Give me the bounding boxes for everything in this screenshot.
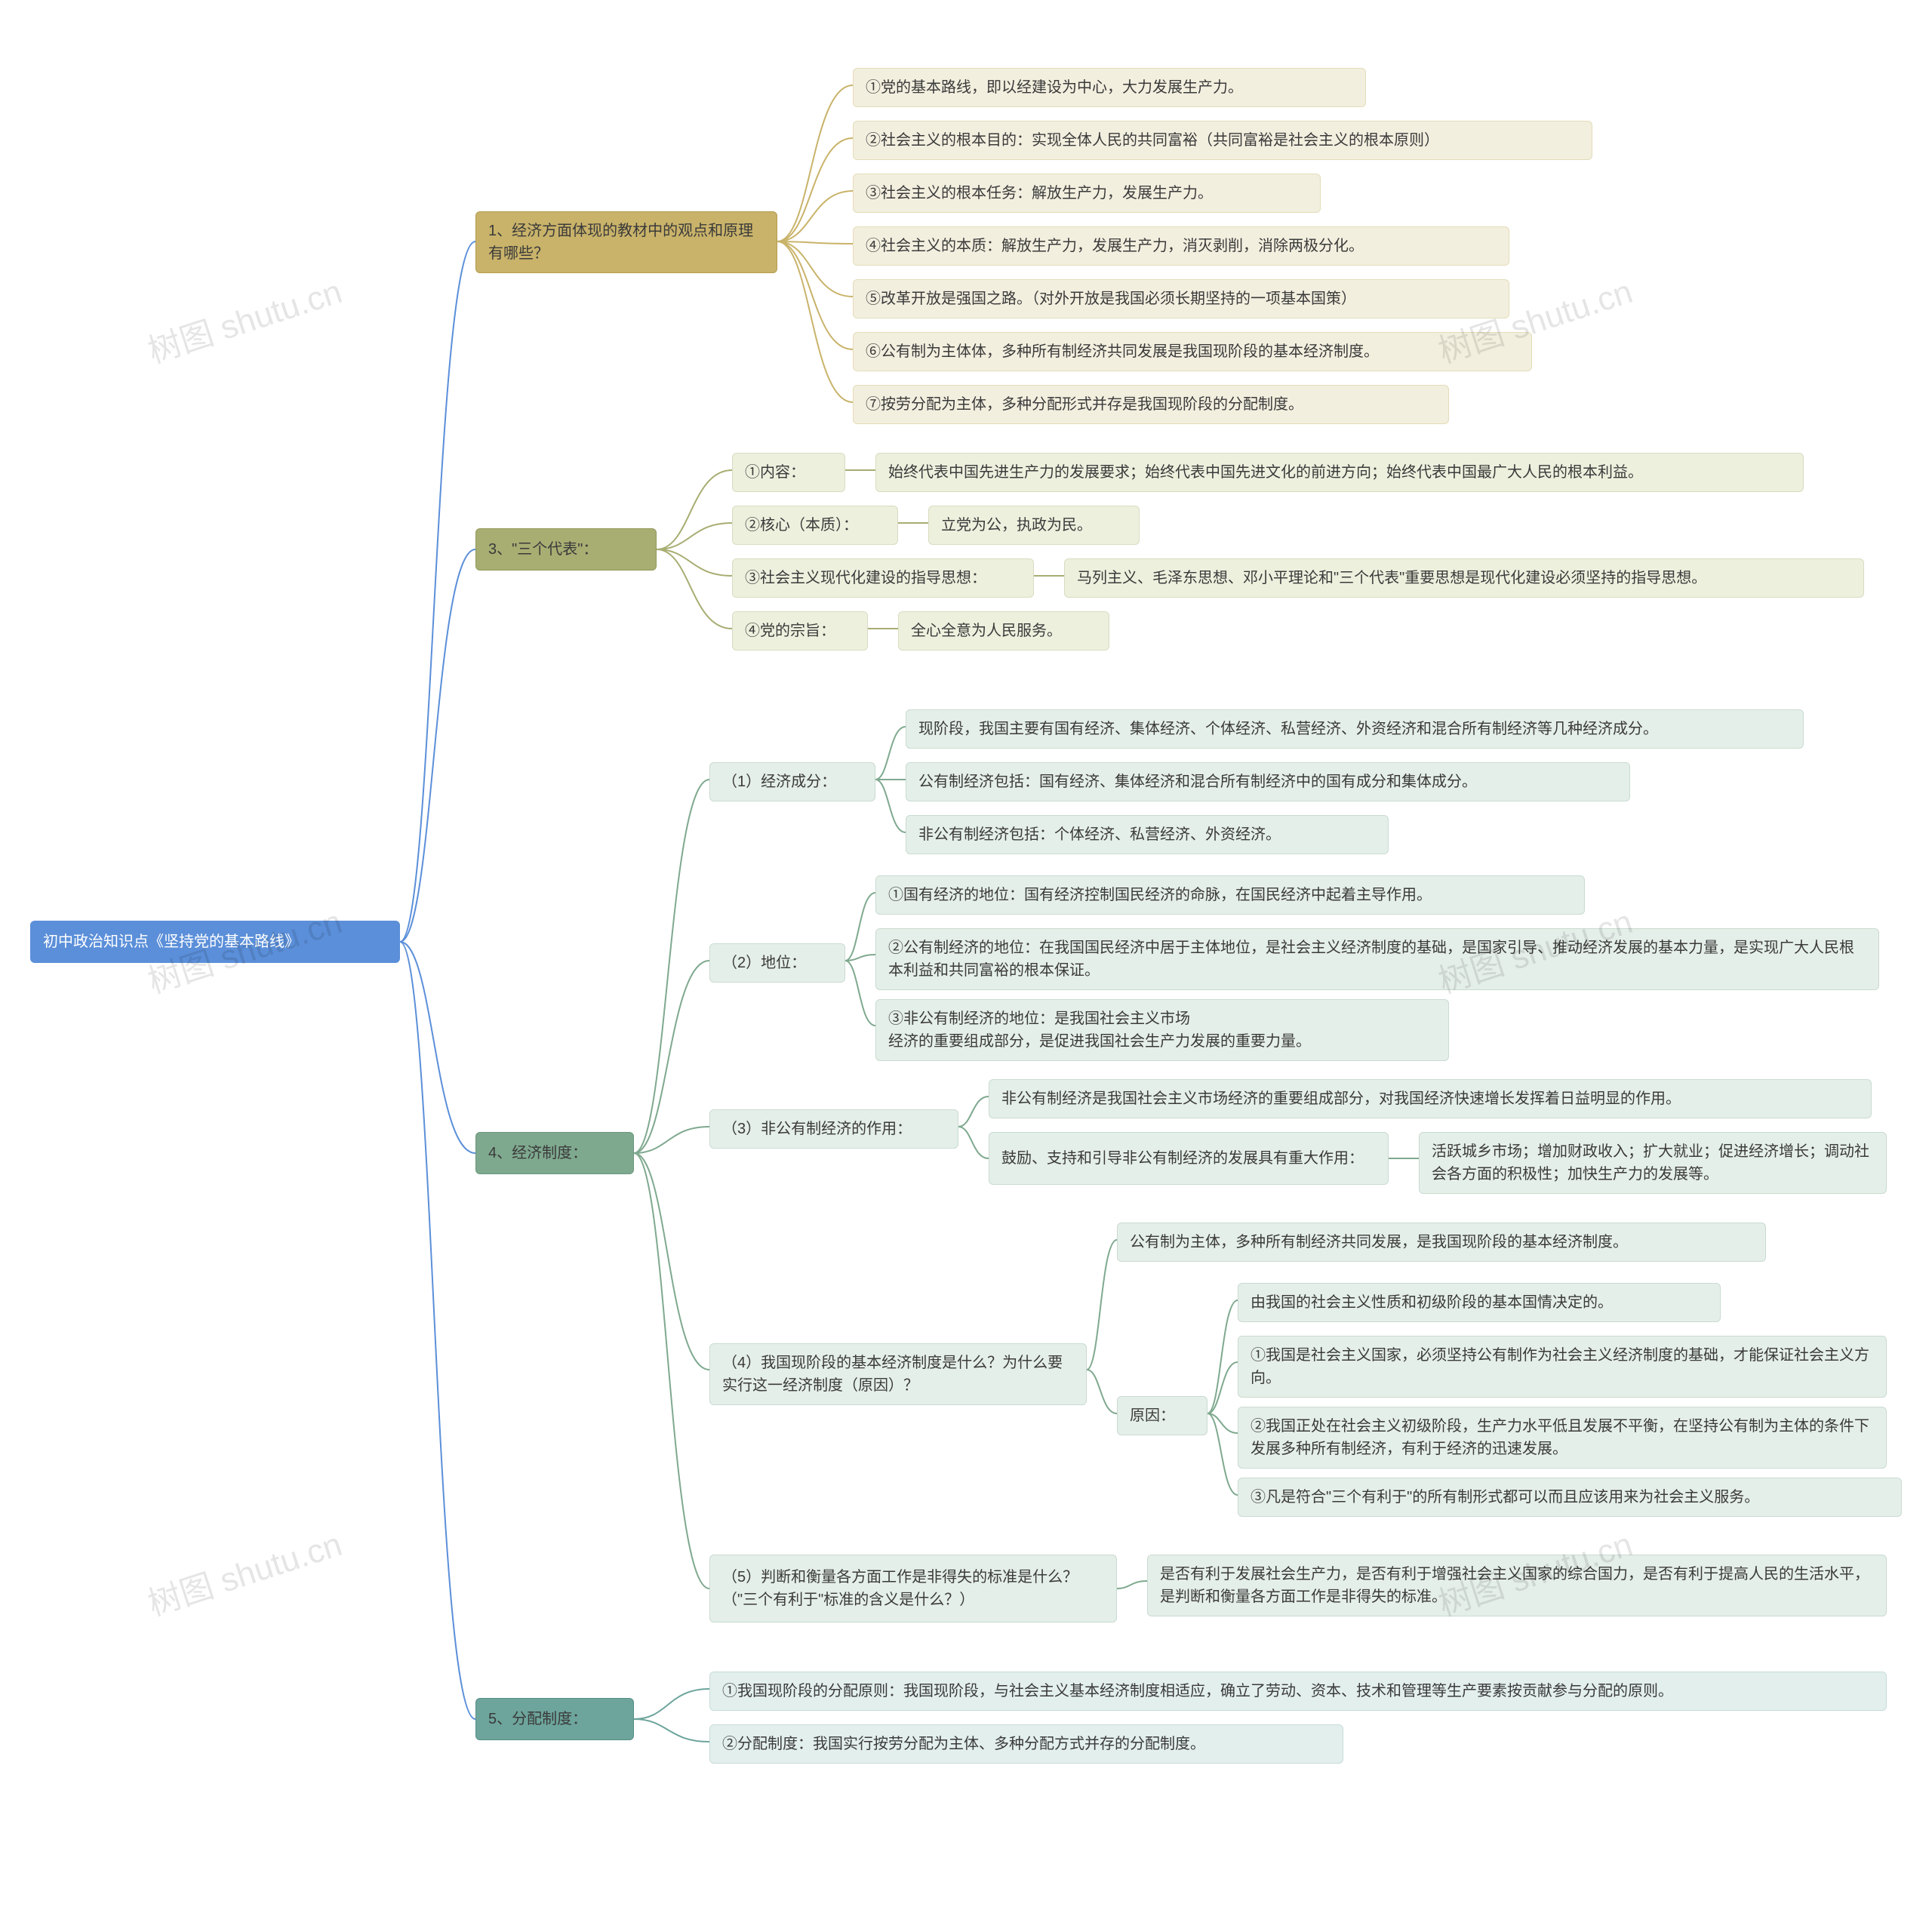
mindmap-node: 5、分配制度：: [475, 1698, 634, 1740]
mindmap-node: ②我国正处在社会主义初级阶段，生产力水平低且发展不平衡，在坚持公有制为主体的条件…: [1238, 1407, 1887, 1469]
mindmap-node: 初中政治知识点《坚持党的基本路线》: [30, 921, 400, 963]
mindmap-node: 非公有制经济是我国社会主义市场经济的重要组成部分，对我国经济快速增长发挥着日益明…: [989, 1079, 1872, 1118]
watermark: 树图 shutu.cn: [141, 264, 347, 372]
mindmap-node: 公有制经济包括：国有经济、集体经济和混合所有制经济中的国有成分和集体成分。: [906, 762, 1630, 801]
mindmap-node: （1）经济成分：: [709, 762, 875, 801]
mindmap-node: 全心全意为人民服务。: [898, 611, 1109, 651]
mindmap-node: （2）地位：: [709, 943, 845, 983]
mindmap-node: 是否有利于发展社会生产力，是否有利于增强社会主义国家的综合国力，是否有利于提高人…: [1147, 1555, 1887, 1616]
mindmap-node: ②社会主义的根本目的：实现全体人民的共同富裕（共同富裕是社会主义的根本原则）: [853, 121, 1592, 160]
mindmap-node: 4、经济制度：: [475, 1132, 634, 1174]
mindmap-node: 鼓励、支持和引导非公有制经济的发展具有重大作用：: [989, 1132, 1389, 1185]
mindmap-node: ②核心（本质）：: [732, 506, 898, 545]
mindmap-node: 1、经济方面体现的教材中的观点和原理有哪些？: [475, 211, 777, 273]
mindmap-node: ⑥公有制为主体体，多种所有制经济共同发展是我国现阶段的基本经济制度。: [853, 332, 1532, 371]
mindmap-node: （3）非公有制经济的作用：: [709, 1109, 958, 1149]
mindmap-canvas: 初中政治知识点《坚持党的基本路线》 1、经济方面体现的教材中的观点和原理有哪些？ ①…: [0, 0, 1932, 1907]
mindmap-node: ③社会主义的根本任务：解放生产力，发展生产力。: [853, 174, 1321, 213]
mindmap-node: ③非公有制经济的地位：是我国社会主义市场 经济的重要组成部分，是促进我国社会生产…: [875, 999, 1449, 1061]
mindmap-node: 马列主义、毛泽东思想、邓小平理论和"三个代表"重要思想是现代化建设必须坚持的指导…: [1064, 558, 1864, 598]
mindmap-node: ①内容：: [732, 453, 845, 492]
mindmap-node: 由我国的社会主义性质和初级阶段的基本国情决定的。: [1238, 1283, 1721, 1322]
mindmap-node: 活跃城乡市场；增加财政收入；扩大就业；促进经济增长；调动社会各方面的积极性；加快…: [1419, 1132, 1887, 1194]
mindmap-node: ⑤改革开放是强国之路。（对外开放是我国必须长期坚持的一项基本国策）: [853, 279, 1509, 318]
mindmap-node: 公有制为主体，多种所有制经济共同发展，是我国现阶段的基本经济制度。: [1117, 1223, 1766, 1262]
mindmap-node: ③社会主义现代化建设的指导思想：: [732, 558, 1034, 598]
mindmap-node: （4）我国现阶段的基本经济制度是什么？为什么要实行这一经济制度（原因）？: [709, 1343, 1087, 1405]
mindmap-node: ②分配制度：我国实行按劳分配为主体、多种分配方式并存的分配制度。: [709, 1724, 1343, 1764]
mindmap-node: ①我国现阶段的分配原则：我国现阶段，与社会主义基本经济制度相适应，确立了劳动、资…: [709, 1672, 1887, 1711]
mindmap-node: ①我国是社会主义国家，必须坚持公有制作为社会主义经济制度的基础，才能保证社会主义…: [1238, 1336, 1887, 1398]
mindmap-node: ①党的基本路线，即以经建设为中心，大力发展生产力。: [853, 68, 1366, 107]
mindmap-node: ⑦按劳分配为主体，多种分配形式并存是我国现阶段的分配制度。: [853, 385, 1449, 424]
mindmap-node: 现阶段，我国主要有国有经济、集体经济、个体经济、私营经济、外资经济和混合所有制经…: [906, 709, 1804, 749]
mindmap-node: （5）判断和衡量各方面工作是非得失的标准是什么？（"三个有利于"标准的含义是什么…: [709, 1555, 1117, 1622]
mindmap-node: 非公有制经济包括：个体经济、私营经济、外资经济。: [906, 815, 1389, 854]
mindmap-node: ③凡是符合"三个有利于"的所有制形式都可以而且应该用来为社会主义服务。: [1238, 1478, 1902, 1517]
mindmap-node: 3、"三个代表"：: [475, 528, 657, 571]
mindmap-node: 原因：: [1117, 1396, 1208, 1435]
mindmap-node: 立党为公，执政为民。: [928, 506, 1140, 545]
mindmap-node: ①国有经济的地位：国有经济控制国民经济的命脉，在国民经济中起着主导作用。: [875, 875, 1585, 915]
mindmap-node: 始终代表中国先进生产力的发展要求；始终代表中国先进文化的前进方向；始终代表中国最…: [875, 453, 1804, 492]
mindmap-node: ④党的宗旨：: [732, 611, 868, 651]
watermark: 树图 shutu.cn: [141, 1517, 347, 1625]
mindmap-node: ④社会主义的本质：解放生产力，发展生产力，消灭剥削，消除两极分化。: [853, 226, 1509, 266]
mindmap-node: ②公有制经济的地位：在我国国民经济中居于主体地位，是社会主义经济制度的基础，是国…: [875, 928, 1879, 990]
